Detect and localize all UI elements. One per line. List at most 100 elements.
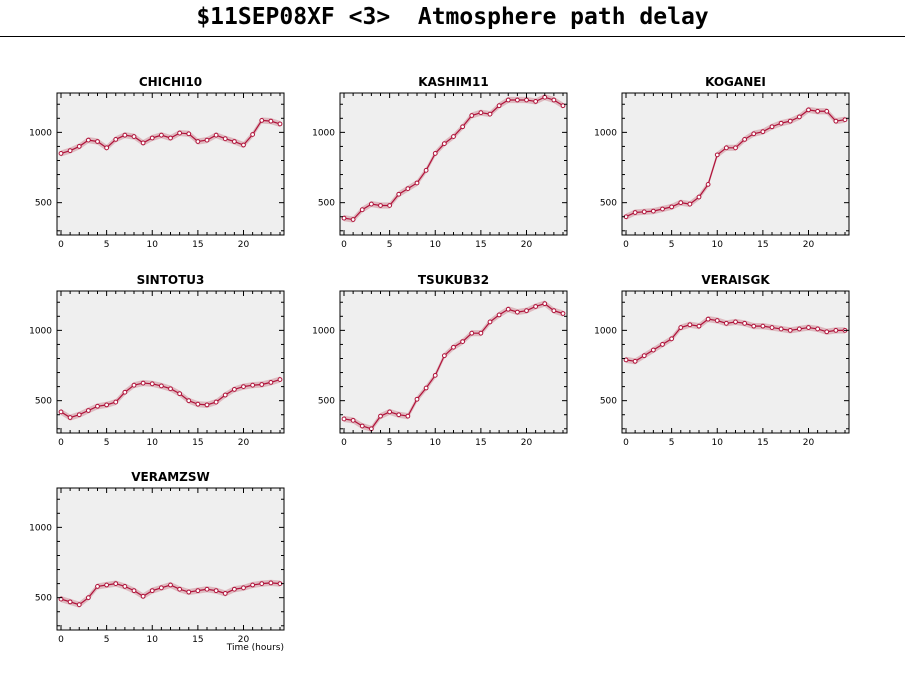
data-point [641, 209, 647, 215]
data-point [714, 318, 720, 323]
data-point [58, 409, 64, 415]
data-point [113, 581, 119, 587]
data-point [277, 377, 283, 382]
data-point [751, 323, 757, 329]
data-point [76, 144, 82, 149]
data-point [705, 316, 711, 322]
data-point [250, 382, 256, 388]
page-title: $11SEP08XF <3> Atmosphere path delay [196, 4, 709, 30]
data-point [231, 139, 237, 144]
data-point [140, 380, 146, 386]
uncertainty-band [344, 94, 563, 223]
data-point [250, 582, 256, 588]
data-point [186, 131, 192, 137]
data-point [487, 111, 493, 117]
data-point [423, 167, 429, 173]
data-point [259, 581, 265, 587]
data-point [131, 134, 137, 139]
data-point [769, 325, 775, 330]
panel-koganei: 0 5 10 15 20 500 1000 KOGANEI [594, 75, 850, 250]
panel-title: TSUKUB32 [418, 273, 489, 287]
data-point [687, 322, 693, 328]
data-point [660, 206, 665, 212]
y-tick-label: 1000 [29, 523, 52, 533]
data-point [122, 132, 128, 138]
data-point [204, 137, 210, 143]
data-point [222, 136, 228, 142]
data-point [405, 413, 411, 419]
x-tick-label: 15 [192, 240, 203, 250]
x-tick-label: 15 [475, 438, 486, 448]
data-point [268, 580, 274, 586]
data-point [177, 130, 183, 136]
x-tick-label: 20 [803, 240, 815, 250]
data-point [341, 215, 347, 221]
data-point [524, 97, 529, 103]
data-point [168, 135, 173, 141]
data-point [95, 139, 100, 144]
data-point [514, 97, 520, 103]
x-tick-label: 20 [521, 438, 533, 448]
data-point [177, 391, 183, 397]
data-point [723, 320, 729, 326]
data-point [796, 326, 802, 332]
data-point [241, 585, 246, 591]
data-point [67, 599, 73, 605]
data-point [632, 210, 638, 215]
x-tick-label: 0 [341, 240, 347, 250]
data-point [277, 121, 283, 127]
panel-title: VERAMZSW [131, 470, 210, 484]
data-point [350, 217, 356, 222]
data-point [213, 588, 219, 594]
data-point [76, 412, 82, 418]
data-point [140, 593, 146, 599]
data-point [131, 382, 137, 388]
x-tick-label: 5 [104, 635, 110, 645]
plot-background [56, 92, 285, 236]
data-point [533, 99, 539, 104]
data-point [268, 118, 274, 124]
data-point [259, 118, 265, 123]
data-point [113, 136, 119, 142]
data-point [131, 588, 137, 594]
data-point [496, 312, 502, 318]
data-point [95, 584, 100, 589]
data-point [542, 301, 548, 307]
data-point [451, 344, 456, 350]
data-point [824, 329, 830, 335]
y-tick-label: 500 [35, 594, 52, 604]
data-point [723, 145, 729, 151]
y-tick-label: 500 [318, 199, 335, 209]
data-point [650, 208, 656, 214]
data-point [441, 353, 447, 359]
data-point [241, 142, 246, 148]
panel-title: VERAISGK [701, 273, 770, 287]
data-point [158, 585, 164, 591]
data-point [778, 326, 784, 332]
panel-tsukub32: 0 5 10 15 20 500 1000 TSUKUB32 [312, 273, 568, 448]
panel-title: SINTOTU3 [137, 273, 205, 287]
data-point [104, 582, 110, 588]
data-point [687, 201, 693, 207]
data-point [842, 117, 848, 123]
data-point [833, 118, 839, 124]
panel-title: KASHIM11 [418, 75, 488, 89]
data-point [778, 120, 784, 126]
y-tick-label: 500 [35, 397, 52, 407]
y-tick-label: 1000 [312, 128, 335, 138]
data-point [742, 320, 748, 326]
y-tick-label: 1000 [29, 128, 52, 138]
data-point [714, 152, 720, 158]
x-tick-label: 10 [712, 438, 724, 448]
x-tick-label: 5 [387, 438, 393, 448]
data-point [469, 330, 475, 336]
y-tick-label: 500 [600, 199, 617, 209]
data-point [222, 392, 228, 398]
data-point [560, 103, 566, 109]
data-point [158, 132, 164, 138]
x-tick-label: 10 [147, 438, 159, 448]
y-tick-label: 500 [35, 199, 52, 209]
data-point [95, 403, 100, 409]
data-point [186, 589, 192, 595]
data-point [432, 151, 438, 156]
